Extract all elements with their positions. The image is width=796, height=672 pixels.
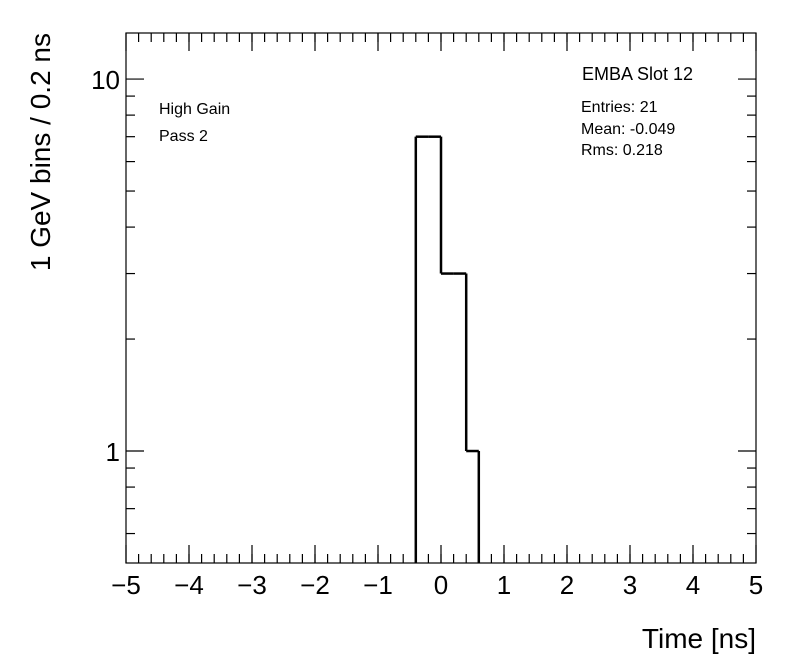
- x-tick-label: 4: [686, 570, 700, 600]
- chart-title: EMBA Slot 12: [582, 64, 693, 84]
- stats-line: Mean: -0.049: [581, 121, 675, 138]
- annotation: High Gain: [159, 101, 230, 118]
- x-tick-label: 2: [560, 570, 574, 600]
- x-tick-label: 3: [623, 570, 637, 600]
- y-tick-label: 10: [91, 65, 120, 95]
- x-tick-label: −1: [363, 570, 393, 600]
- x-tick-label: 1: [497, 570, 511, 600]
- x-tick-label: −5: [111, 570, 141, 600]
- annotation: Pass 2: [159, 128, 208, 145]
- x-tick-label: −4: [174, 570, 204, 600]
- stats-line: Entries: 21: [581, 99, 658, 116]
- stats-line: Rms: 0.218: [581, 142, 663, 159]
- y-tick-label: 1: [106, 437, 120, 467]
- x-tick-label: 5: [749, 570, 763, 600]
- x-tick-label: 0: [434, 570, 448, 600]
- y-axis-label: 1 GeV bins / 0.2 ns: [25, 33, 56, 271]
- x-axis-label: Time [ns]: [642, 623, 756, 654]
- x-tick-label: −3: [237, 570, 267, 600]
- x-tick-label: −2: [300, 570, 330, 600]
